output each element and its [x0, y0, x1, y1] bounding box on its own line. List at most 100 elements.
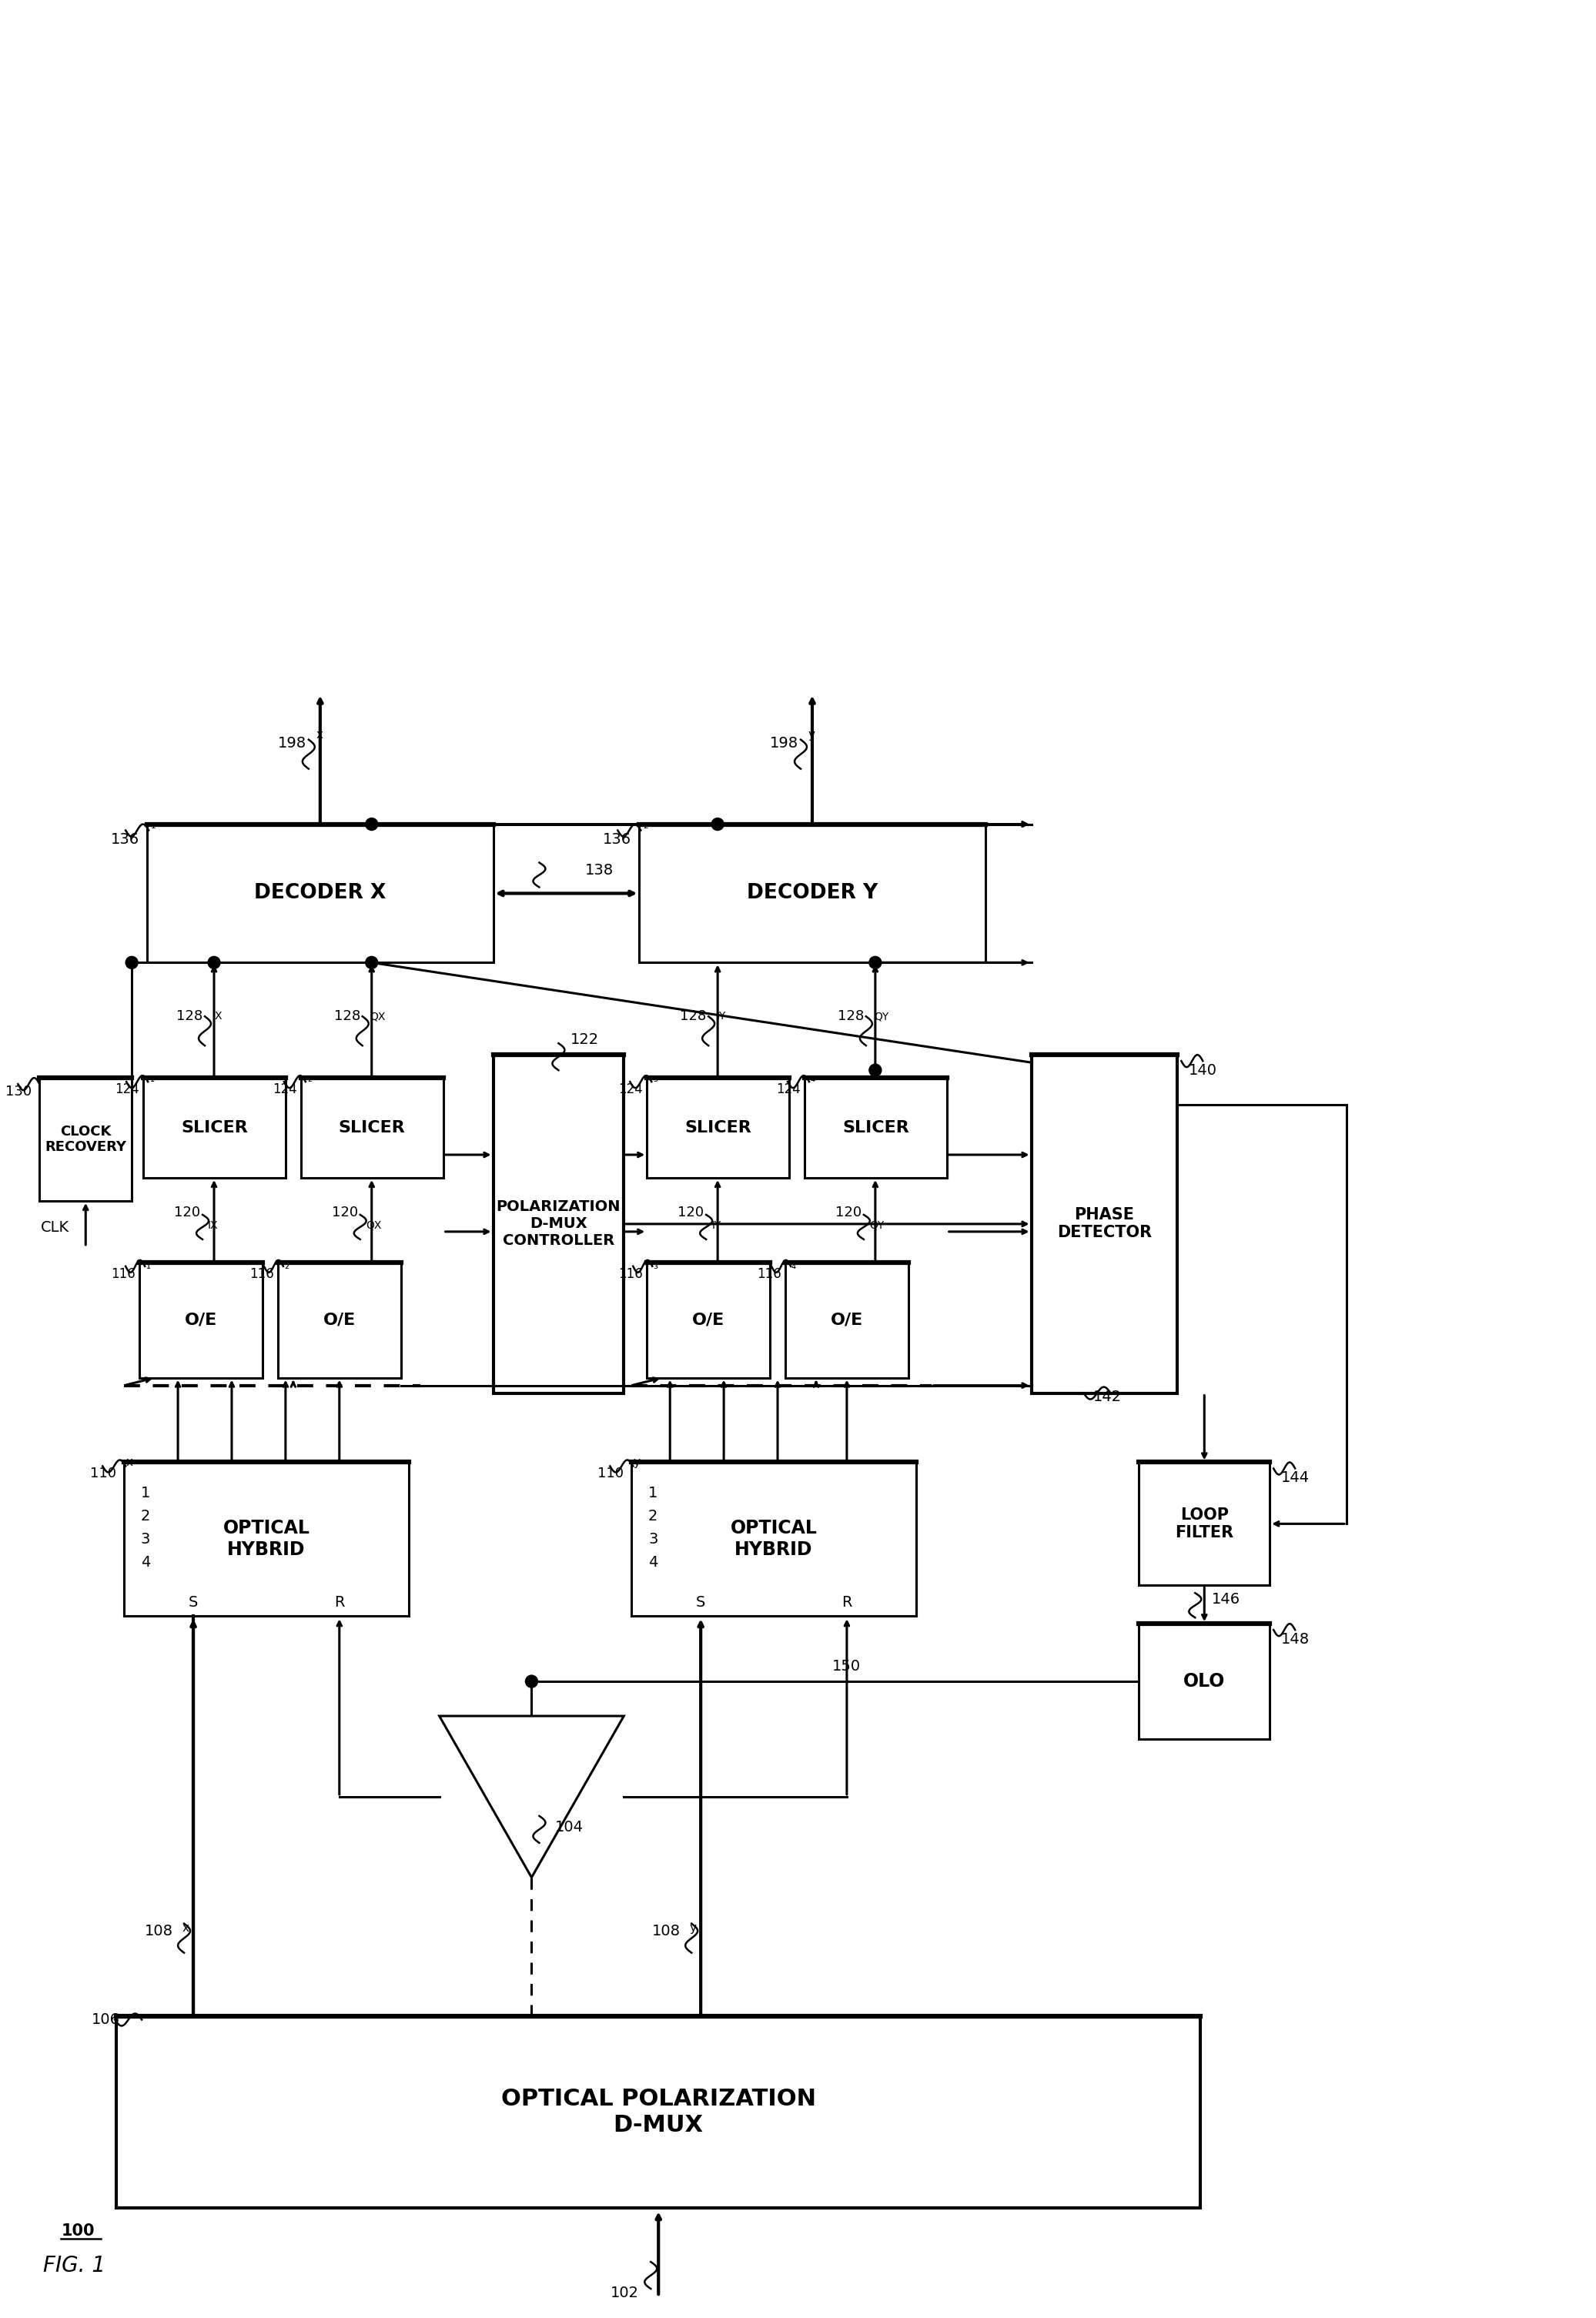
Text: 4: 4: [140, 1555, 150, 1569]
Text: 104: 104: [555, 1820, 583, 1836]
Bar: [139, 1263, 262, 1377]
Text: 124: 124: [115, 1083, 139, 1096]
Text: ₂: ₂: [284, 1259, 289, 1270]
Text: 1: 1: [140, 1486, 150, 1500]
Bar: [117, 2017, 1200, 2209]
Text: DECODER Y: DECODER Y: [747, 883, 878, 904]
Text: SLICER: SLICER: [843, 1120, 910, 1136]
Text: FIG. 1: FIG. 1: [43, 2255, 105, 2276]
Text: R: R: [841, 1595, 852, 1609]
Text: CLOCK
RECOVERY: CLOCK RECOVERY: [45, 1124, 126, 1154]
Text: 2: 2: [140, 1509, 150, 1523]
Text: y: y: [689, 1922, 696, 1933]
Bar: [144, 1078, 286, 1178]
Text: 106: 106: [91, 2012, 120, 2026]
Text: 198: 198: [278, 737, 306, 751]
Text: CLK: CLK: [41, 1222, 70, 1235]
Text: IX: IX: [207, 1219, 219, 1231]
Text: 120: 120: [332, 1205, 358, 1219]
Text: SLICER: SLICER: [180, 1120, 247, 1136]
Text: 3: 3: [140, 1532, 150, 1546]
Text: POLARIZATION
D-MUX
CONTROLLER: POLARIZATION D-MUX CONTROLLER: [496, 1201, 621, 1247]
Text: 120: 120: [678, 1205, 704, 1219]
Text: O/E: O/E: [185, 1312, 217, 1328]
Bar: [804, 1078, 946, 1178]
Bar: [785, 1263, 908, 1377]
Text: QX: QX: [370, 1011, 386, 1022]
Text: 148: 148: [1282, 1632, 1310, 1646]
Bar: [1140, 1463, 1270, 1586]
Text: O/E: O/E: [830, 1312, 863, 1328]
Text: ₄: ₄: [792, 1259, 796, 1270]
Circle shape: [712, 818, 725, 830]
Text: 116: 116: [249, 1268, 275, 1282]
Text: 120: 120: [835, 1205, 862, 1219]
Circle shape: [365, 818, 378, 830]
Text: ₃: ₃: [653, 1073, 658, 1085]
Text: 110: 110: [91, 1467, 117, 1481]
Circle shape: [126, 957, 137, 969]
Circle shape: [870, 1064, 881, 1076]
Text: 116: 116: [619, 1268, 643, 1282]
Circle shape: [525, 1676, 538, 1688]
Text: 128: 128: [838, 1008, 863, 1022]
Text: 128: 128: [334, 1008, 361, 1022]
Bar: [646, 1263, 769, 1377]
Text: y: y: [634, 1458, 640, 1467]
Text: ₁: ₁: [152, 818, 156, 832]
Text: 102: 102: [611, 2286, 640, 2299]
Text: 140: 140: [1189, 1064, 1218, 1078]
Text: R: R: [334, 1595, 345, 1609]
Circle shape: [870, 957, 881, 969]
Bar: [640, 825, 985, 962]
Text: 108: 108: [653, 1924, 681, 1938]
Text: y: y: [809, 728, 816, 739]
Text: PHASE
DETECTOR: PHASE DETECTOR: [1057, 1208, 1152, 1240]
Text: 136: 136: [110, 832, 139, 846]
Text: 116: 116: [757, 1268, 782, 1282]
Text: 2: 2: [648, 1509, 658, 1523]
Text: 128: 128: [176, 1008, 203, 1022]
Text: S: S: [696, 1595, 705, 1609]
Text: ₁: ₁: [150, 1073, 155, 1085]
Text: 100: 100: [61, 2223, 94, 2239]
Text: 198: 198: [769, 737, 798, 751]
Bar: [147, 825, 493, 962]
Text: 110: 110: [597, 1467, 624, 1481]
Text: DECODER X: DECODER X: [254, 883, 386, 904]
Bar: [632, 1463, 916, 1616]
Text: OPTICAL
HYBRID: OPTICAL HYBRID: [223, 1518, 310, 1560]
Circle shape: [207, 957, 220, 969]
Text: SLICER: SLICER: [338, 1120, 405, 1136]
Text: ₁: ₁: [145, 1259, 150, 1270]
Text: x: x: [316, 728, 324, 739]
Text: O/E: O/E: [693, 1312, 725, 1328]
Text: x: x: [126, 1458, 132, 1467]
Text: SLICER: SLICER: [685, 1120, 752, 1136]
Polygon shape: [439, 1715, 624, 1878]
Text: OPTICAL POLARIZATION
D-MUX: OPTICAL POLARIZATION D-MUX: [501, 2089, 816, 2137]
Text: 144: 144: [1282, 1470, 1310, 1486]
Text: OPTICAL
HYBRID: OPTICAL HYBRID: [731, 1518, 817, 1560]
Text: 146: 146: [1211, 1592, 1240, 1606]
Bar: [1031, 1055, 1178, 1393]
Text: 124: 124: [776, 1083, 801, 1096]
Bar: [40, 1078, 132, 1201]
Bar: [1140, 1623, 1270, 1738]
Circle shape: [365, 957, 378, 969]
Text: S: S: [188, 1595, 198, 1609]
Text: 108: 108: [145, 1924, 174, 1938]
Text: 136: 136: [603, 832, 632, 846]
Bar: [278, 1263, 401, 1377]
Text: 124: 124: [619, 1083, 643, 1096]
Text: LOOP
FILTER: LOOP FILTER: [1175, 1507, 1234, 1541]
Text: 120: 120: [174, 1205, 200, 1219]
Text: 150: 150: [833, 1660, 862, 1674]
Bar: [124, 1463, 409, 1616]
Text: O/E: O/E: [322, 1312, 356, 1328]
Text: ₂: ₂: [643, 818, 648, 832]
Bar: [493, 1055, 624, 1393]
Text: x: x: [182, 1922, 188, 1933]
Text: QX: QX: [365, 1219, 381, 1231]
Text: 124: 124: [273, 1083, 297, 1096]
